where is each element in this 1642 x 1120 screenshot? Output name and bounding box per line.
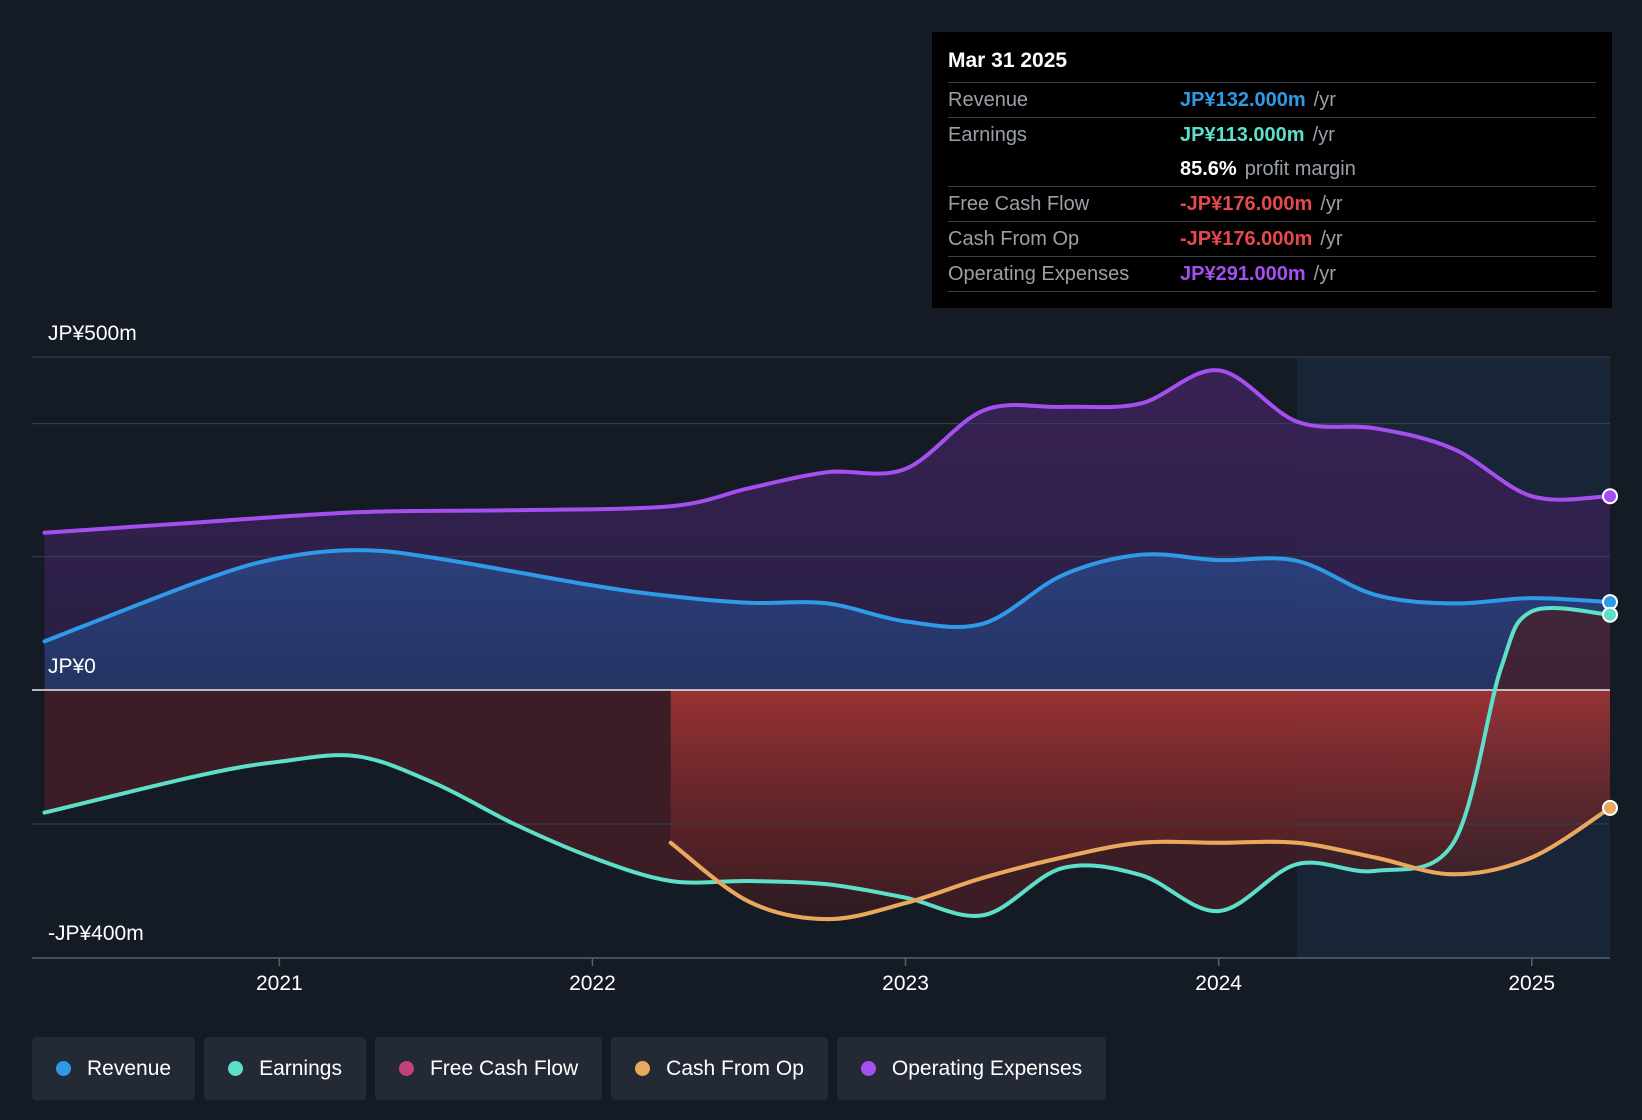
area-revenue [44, 550, 1610, 690]
legend-item-revenue[interactable]: Revenue [32, 1037, 196, 1100]
tooltip-row-operating-expenses: Operating Expenses JP¥291.000m /yr [948, 256, 1596, 292]
tooltip-panel: Mar 31 2025 Revenue JP¥132.000m /yr Earn… [932, 32, 1612, 308]
legend-dot-icon [228, 1061, 244, 1076]
tooltip-unit: /yr [1320, 192, 1343, 215]
legend-label: Operating Expenses [891, 1056, 1083, 1080]
line-cash-from-op [668, 805, 1612, 922]
tooltip-unit: profit margin [1244, 157, 1356, 180]
tooltip-label: Free Cash Flow [948, 192, 1090, 215]
tooltip-unit: /yr [1313, 88, 1336, 111]
line-operating-expenses [42, 368, 1612, 535]
tooltip-row-earnings: Earnings JP¥113.000m /yr [948, 117, 1596, 152]
legend-item-free-cash-flow[interactable]: Free Cash Flow [374, 1037, 603, 1100]
legend-dot-icon [635, 1061, 651, 1076]
legend-item-cash-from-op[interactable]: Cash From Op [611, 1037, 828, 1100]
legend-item-operating-expenses[interactable]: Operating Expenses [836, 1037, 1107, 1100]
chart-legend: Revenue Earnings Free Cash Flow Cash Fro… [32, 1037, 1107, 1100]
tooltip-date: Mar 31 2025 [948, 49, 1068, 72]
end-dot-cash-from-op [1602, 799, 1618, 816]
x-tick-label: 2024 [1195, 972, 1242, 995]
legend-label: Revenue [87, 1056, 172, 1080]
legend-dot-icon [860, 1061, 876, 1076]
tooltip-label: Revenue [948, 88, 1029, 111]
tooltip-label: Operating Expenses [948, 262, 1130, 285]
legend-label: Cash From Op [666, 1056, 804, 1080]
legend-item-earnings[interactable]: Earnings [204, 1037, 366, 1100]
end-dot-operating-expenses [1602, 488, 1618, 505]
y-tick-label: JP¥500m [48, 322, 137, 345]
y-tick-label: -JP¥400m [48, 922, 144, 945]
tooltip-value: JP¥113.000m [1180, 123, 1305, 146]
x-tick-label: 2022 [569, 972, 616, 995]
tooltip-row-cash-from-op: Cash From Op -JP¥176.000m /yr [948, 221, 1596, 256]
legend-label: Free Cash Flow [429, 1056, 579, 1080]
tooltip-value: -JP¥176.000m [1180, 192, 1313, 215]
end-dot-earnings [1602, 606, 1618, 623]
tooltip-label: Cash From Op [948, 227, 1080, 250]
x-tick-label: 2021 [256, 972, 303, 995]
tooltip-value: JP¥132.000m [1180, 88, 1306, 111]
y-tick-label: JP¥0 [48, 655, 96, 678]
tooltip-row-profit-margin: 85.6% profit margin [948, 152, 1596, 186]
tooltip-unit: /yr [1313, 262, 1336, 285]
legend-dot-icon [398, 1061, 414, 1076]
tooltip-value: -JP¥176.000m [1180, 227, 1313, 250]
tooltip-row-revenue: Revenue JP¥132.000m /yr [948, 82, 1596, 117]
tooltip-value: 85.6% [1180, 157, 1237, 180]
x-tick-label: 2023 [882, 972, 929, 995]
legend-dot-icon [56, 1061, 71, 1076]
tooltip-row-free-cash-flow: Free Cash Flow -JP¥176.000m /yr [948, 186, 1596, 221]
tooltip-label: Earnings [948, 123, 1027, 146]
area-cash-from-op [670, 690, 1610, 920]
x-tick-label: 2025 [1508, 972, 1555, 995]
tooltip-value: JP¥291.000m [1180, 262, 1306, 285]
legend-label: Earnings [259, 1056, 342, 1080]
tooltip-unit: /yr [1312, 123, 1335, 146]
tooltip-unit: /yr [1320, 227, 1343, 250]
line-revenue [42, 548, 1612, 644]
